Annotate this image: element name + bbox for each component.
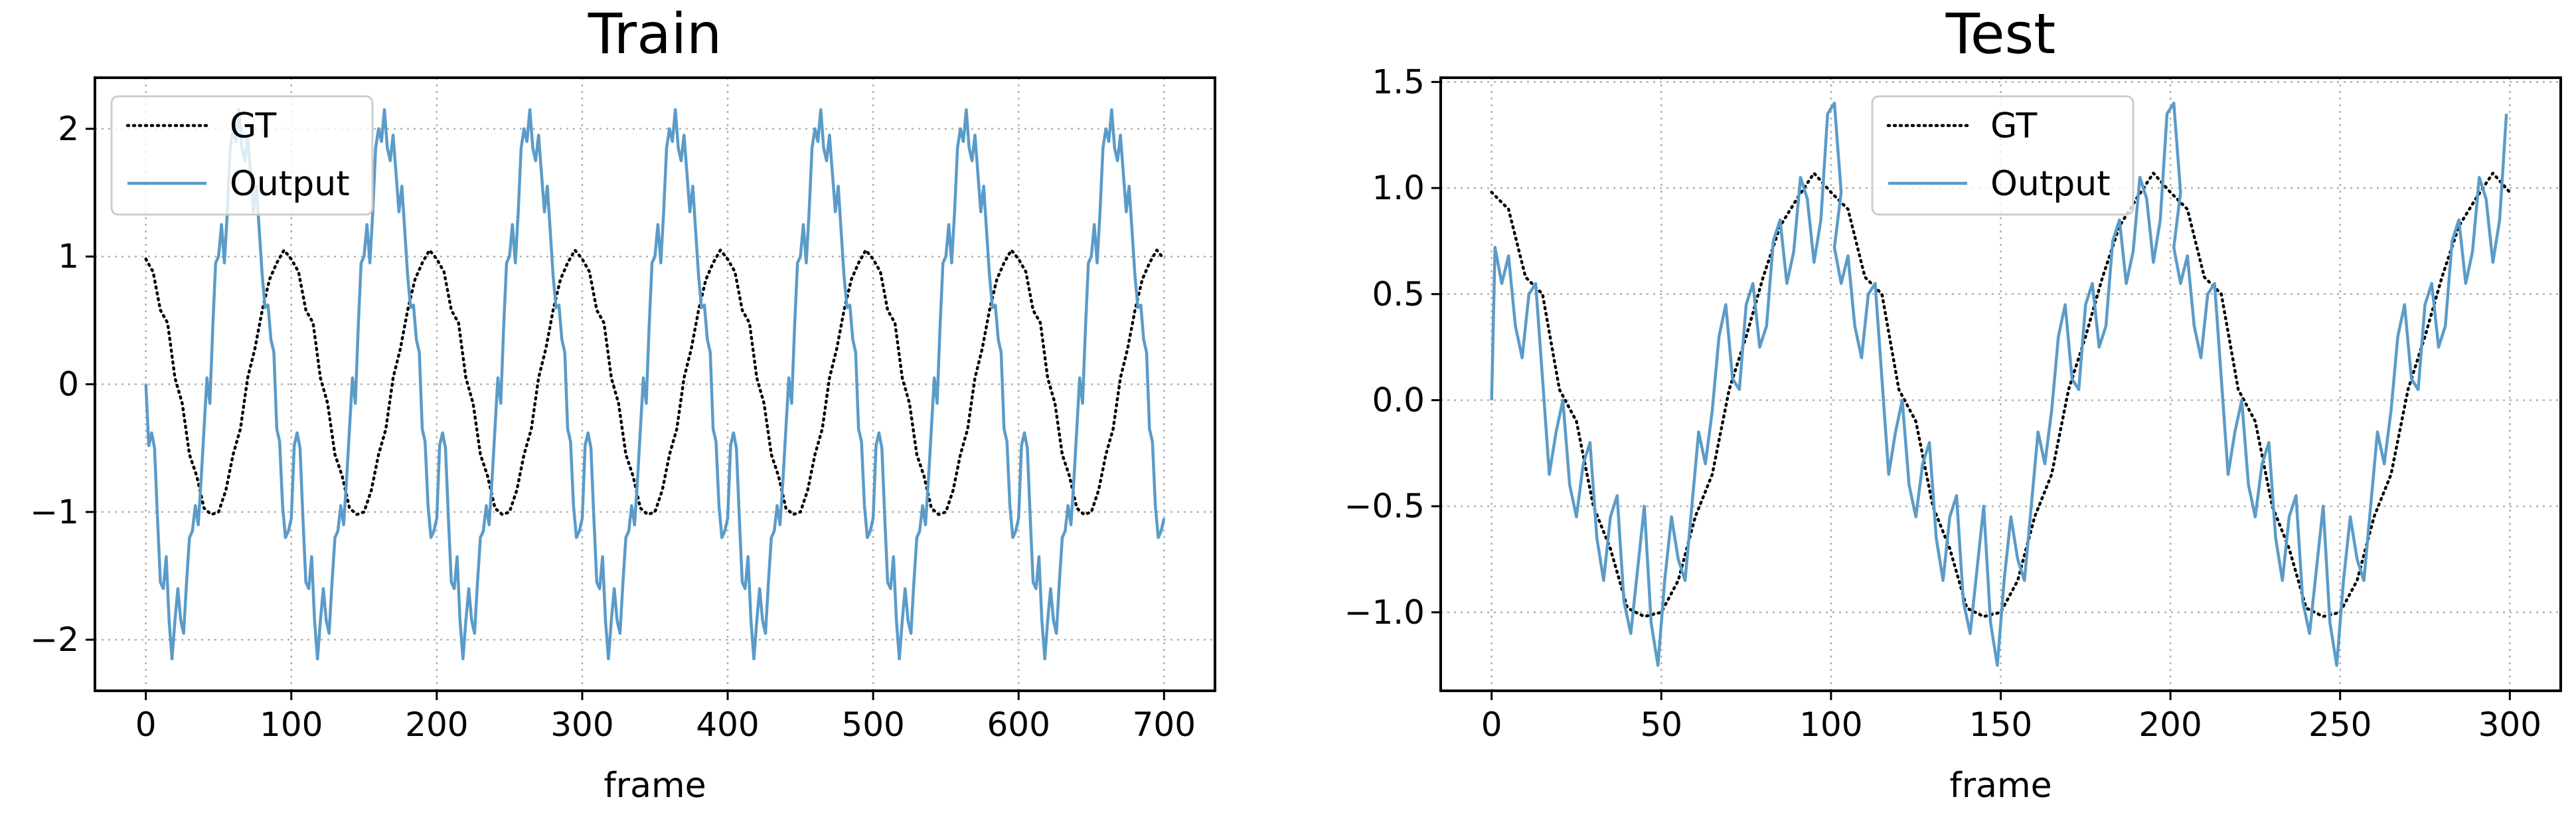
train-x-tick-label: 600: [987, 705, 1050, 744]
test-legend: GT Output: [1871, 95, 2134, 216]
train-x-tick-label: 300: [550, 705, 613, 744]
test-y-tick-label: 1.0: [1372, 169, 1425, 207]
test-x-tick-label: 300: [2478, 705, 2541, 744]
train-x-tick-label: 700: [1133, 705, 1196, 744]
test-x-tick-label: 100: [1799, 705, 1862, 744]
train-series: [144, 108, 1166, 661]
train-legend-gt-label: GT: [230, 106, 276, 146]
test-y-tick-label: 1.5: [1372, 62, 1425, 101]
test-y-tick-label: 0.5: [1372, 275, 1425, 314]
train-series-gt-line: [144, 248, 1166, 516]
test-series: [1490, 102, 2512, 667]
test-x-axis-label: frame: [1949, 766, 2052, 806]
train-x-axis-label: frame: [604, 766, 706, 806]
test-x-tick-label: 50: [1640, 705, 1682, 744]
train-chart: 0 100 200 300 400 500 600 700 −2 −1 0 1 2 Train fram…: [30, 1, 1216, 806]
train-x-tick-label: 500: [841, 705, 904, 744]
train-y-tick-label: −2: [30, 620, 79, 659]
train-y-tick-label: 1: [58, 237, 79, 276]
test-y-tick-label: 0.0: [1372, 381, 1425, 419]
train-ticks: 0 100 200 300 400 500 600 700 −2 −1 0 1 2: [30, 110, 1196, 744]
train-legend-output-label: Output: [230, 164, 350, 204]
train-x-tick-label: 100: [260, 705, 323, 744]
train-x-tick-label: 200: [405, 705, 468, 744]
test-ticks: 0 50 100 150 200 250 300 −1.0 −0.5 0.0 0.5 1.0 1.5: [1344, 62, 2541, 744]
train-legend: GT Output: [110, 95, 374, 216]
test-legend-output-label: Output: [1990, 164, 2111, 204]
test-chart: 0 50 100 150 200 250 300 −1.0 −0.5 0.0 0.5 1.0 1.5 T…: [1344, 1, 2562, 806]
test-title: Test: [1945, 1, 2055, 66]
test-y-tick-label: −0.5: [1344, 487, 1425, 525]
test-x-tick-label: 250: [2308, 705, 2372, 744]
test-legend-gt-label: GT: [1990, 106, 2037, 146]
test-series-output-line: [1490, 102, 2508, 667]
train-x-tick-label: 0: [135, 705, 157, 744]
test-x-tick-label: 200: [2138, 705, 2202, 744]
test-x-tick-label: 0: [1481, 705, 1502, 744]
test-x-tick-label: 150: [1969, 705, 2032, 744]
train-series-output-line: [144, 108, 1166, 661]
train-title: Train: [588, 1, 722, 66]
train-x-tick-label: 400: [696, 705, 759, 744]
train-y-tick-label: 0: [58, 365, 79, 404]
test-y-tick-label: −1.0: [1344, 593, 1425, 632]
train-y-tick-label: −1: [30, 493, 79, 531]
train-y-tick-label: 2: [58, 110, 79, 148]
